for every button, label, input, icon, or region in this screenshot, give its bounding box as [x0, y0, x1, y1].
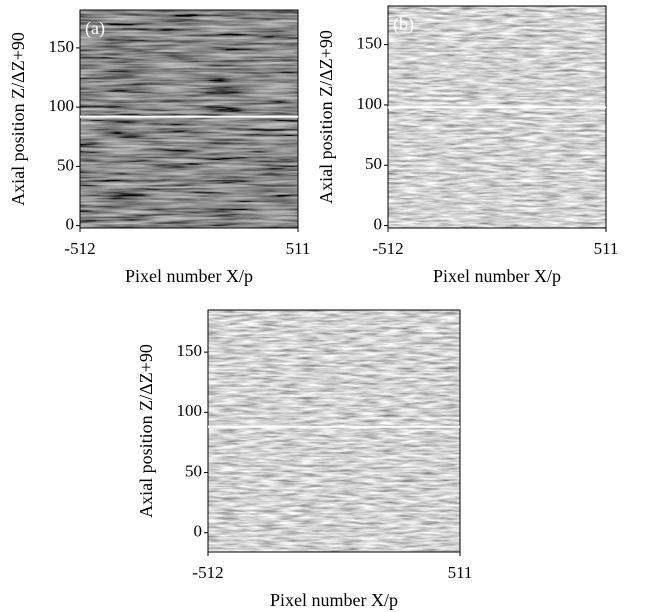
x-axis-label: Pixel number X/p	[270, 590, 398, 610]
panel-label: (b)	[393, 14, 414, 35]
x-axis-label: Pixel number X/p	[433, 266, 561, 286]
y-tick-label: 0	[194, 522, 203, 541]
image	[80, 10, 298, 228]
x-tick-label: -512	[372, 239, 403, 258]
y-tick-label: 0	[374, 214, 383, 233]
y-tick-label: 50	[185, 461, 202, 480]
y-tick-label: 0	[66, 215, 75, 234]
frame	[207, 309, 461, 553]
panel: 0 50 100 150 -512 511 Pixel number X/p Axial po…	[136, 309, 473, 610]
x-tick-label: 511	[448, 563, 473, 582]
image	[208, 310, 460, 552]
image	[388, 6, 606, 228]
x-tick-label: 511	[286, 239, 311, 258]
x-tick-label: -512	[64, 239, 95, 258]
y-tick-label: 100	[177, 401, 203, 420]
y-tick-label: 100	[49, 96, 75, 115]
y-tick-label: 50	[365, 154, 382, 173]
y-axis-label: Axial position Z/ΔZ+90	[136, 344, 156, 518]
panel-label: (a)	[85, 18, 105, 39]
y-tick-label: 50	[57, 155, 74, 174]
y-tick-label: 150	[49, 37, 75, 56]
x-tick-label: -512	[192, 563, 223, 582]
y-axis-label: Axial position Z/ΔZ+90	[316, 30, 336, 204]
y-axis-label: Axial position Z/ΔZ+90	[8, 32, 28, 206]
x-tick-label: 511	[594, 239, 619, 258]
panel: 0 50 100 150 -512 511 Pixel number X/p Axial po…	[8, 9, 311, 286]
frame	[387, 5, 607, 229]
y-tick-label: 150	[177, 341, 203, 360]
y-tick-label: 150	[357, 34, 383, 53]
panel: 0 50 100 150 -512 511 Pixel number X/p Axial po…	[316, 5, 619, 286]
frame	[79, 9, 299, 229]
y-tick-label: 100	[357, 94, 383, 113]
x-axis-label: Pixel number X/p	[125, 266, 253, 286]
